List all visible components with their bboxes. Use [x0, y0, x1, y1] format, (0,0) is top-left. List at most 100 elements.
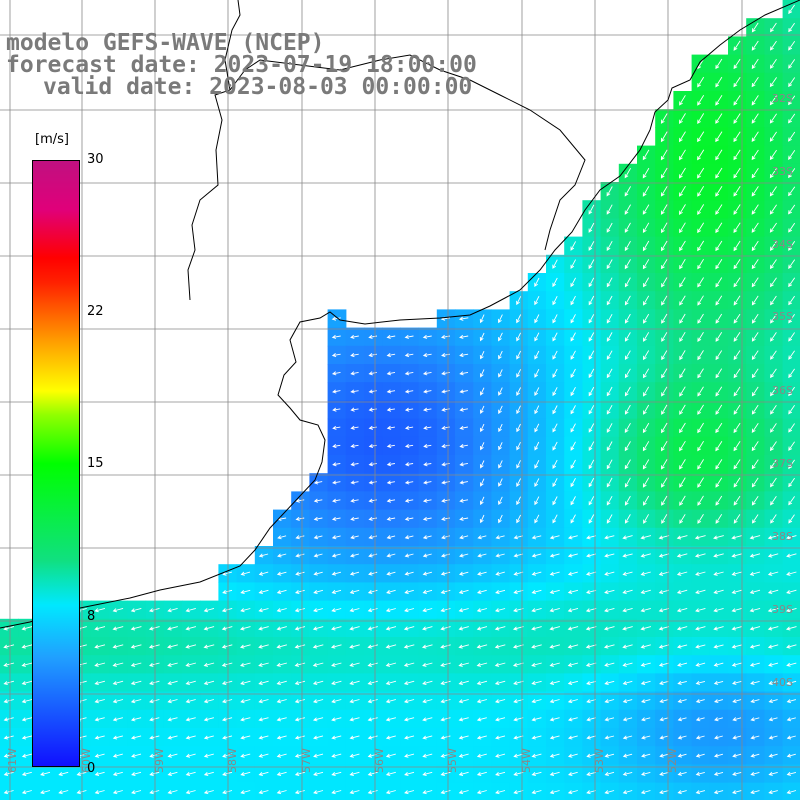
wind-arrow [549, 626, 561, 631]
wind-arrow [695, 735, 705, 740]
wind-arrow [367, 626, 378, 631]
wind-arrow [697, 204, 705, 216]
wind-arrow [221, 717, 233, 722]
wind-arrow [386, 571, 396, 576]
latitude-label: 35S [772, 310, 793, 323]
wind-arrow [732, 771, 742, 776]
wind-arrow [770, 313, 777, 324]
wind-arrow [769, 240, 777, 251]
wind-arrow [695, 644, 706, 649]
wind-arrow [606, 332, 613, 342]
wind-arrow [203, 607, 215, 613]
wind-arrow [679, 477, 686, 488]
wind-arrow [404, 535, 414, 540]
wind-arrow [167, 626, 178, 631]
wind-arrow [112, 771, 123, 776]
wind-arrow [624, 495, 631, 506]
wind-arrow [258, 571, 269, 576]
wind-arrow [277, 553, 287, 558]
wind-arrow [422, 735, 433, 740]
wind-arrow [367, 608, 378, 613]
wind-arrow [3, 771, 14, 776]
wind-arrow [476, 608, 488, 613]
wind-arrow [258, 662, 269, 667]
wind-arrow [733, 404, 741, 415]
wind-arrow [749, 553, 761, 558]
wind-arrow [751, 422, 759, 433]
wind-arrow [570, 477, 576, 488]
wind-arrow [440, 753, 451, 758]
wind-arrow [606, 259, 613, 270]
wind-arrow [531, 680, 542, 686]
wind-arrow [713, 571, 724, 576]
wind-arrow [349, 680, 360, 686]
wind-arrow [679, 350, 686, 361]
wind-arrow [788, 314, 795, 324]
wind-arrow [185, 644, 197, 649]
wind-arrow [494, 626, 506, 631]
wind-arrow [677, 790, 687, 795]
wind-arrow [570, 259, 576, 270]
wind-arrow [751, 22, 759, 33]
wind-arrow [350, 498, 359, 503]
wind-arrow [640, 790, 651, 795]
wind-arrow [476, 644, 488, 649]
wind-arrow [422, 680, 433, 686]
wind-arrow [588, 277, 595, 288]
wind-arrow [313, 589, 324, 594]
wind-arrow [549, 535, 560, 540]
wind-arrow [679, 404, 686, 415]
wind-arrow [422, 662, 433, 667]
wind-arrow [679, 514, 686, 524]
longitude-label: 54W [520, 748, 533, 773]
wind-arrow [368, 498, 377, 503]
wind-arrow [661, 495, 668, 506]
wind-arrow [549, 644, 561, 649]
wind-arrow [697, 222, 705, 234]
wind-arrow [534, 478, 540, 488]
wind-arrow [332, 443, 341, 449]
wind-arrow [476, 680, 488, 686]
wind-arrow [240, 735, 251, 740]
wind-arrow [459, 353, 469, 358]
wind-arrow [21, 680, 33, 686]
wind-arrow [768, 753, 778, 758]
wind-arrow [295, 498, 305, 503]
wind-arrow [495, 535, 505, 540]
wind-arrow [715, 332, 723, 342]
wind-arrow [679, 459, 686, 470]
wind-arrow [476, 662, 488, 667]
wind-arrow [167, 771, 178, 776]
wind-arrow [3, 790, 14, 795]
wind-arrow [733, 95, 741, 106]
wind-arrow [386, 535, 396, 540]
wind-arrow [531, 626, 542, 631]
wind-arrow [715, 113, 723, 124]
wind-arrow [94, 680, 106, 686]
wind-arrow [715, 240, 723, 252]
wind-arrow [422, 608, 433, 613]
wind-arrow [3, 699, 14, 704]
wind-arrow [368, 334, 378, 339]
wind-arrow [751, 95, 759, 106]
wind-arrow [459, 444, 468, 449]
wind-arrow [330, 644, 342, 649]
wind-arrow [606, 386, 613, 397]
wind-arrow [185, 680, 196, 686]
wind-arrow [733, 113, 741, 124]
wind-arrow [604, 771, 615, 776]
wind-arrow [203, 644, 215, 649]
wind-arrow [661, 514, 668, 524]
wind-arrow [622, 680, 633, 685]
wind-arrow [732, 735, 742, 740]
wind-arrow [733, 149, 741, 161]
wind-arrow [458, 771, 469, 776]
wind-arrow [658, 607, 670, 613]
wind-arrow [404, 699, 415, 704]
wind-arrow [606, 477, 613, 488]
wind-arrow [203, 735, 214, 740]
wind-arrow [349, 662, 360, 667]
wind-arrow [94, 790, 105, 795]
